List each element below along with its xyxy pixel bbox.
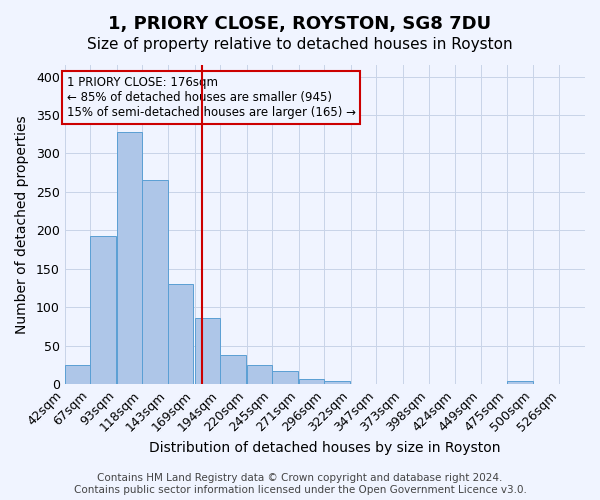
Bar: [117, 132, 142, 384]
Bar: [90, 236, 116, 384]
Y-axis label: Number of detached properties: Number of detached properties: [15, 116, 29, 334]
Bar: [194, 318, 220, 384]
Bar: [142, 180, 168, 384]
Bar: [272, 371, 298, 384]
Text: Size of property relative to detached houses in Royston: Size of property relative to detached ho…: [87, 38, 513, 52]
X-axis label: Distribution of detached houses by size in Royston: Distribution of detached houses by size …: [149, 441, 500, 455]
Bar: [220, 355, 245, 384]
Text: 1 PRIORY CLOSE: 176sqm
← 85% of detached houses are smaller (945)
15% of semi-de: 1 PRIORY CLOSE: 176sqm ← 85% of detached…: [67, 76, 356, 119]
Bar: [325, 381, 350, 384]
Bar: [65, 365, 90, 384]
Bar: [508, 381, 533, 384]
Bar: [168, 284, 193, 384]
Bar: [247, 365, 272, 384]
Bar: [299, 379, 325, 384]
Text: 1, PRIORY CLOSE, ROYSTON, SG8 7DU: 1, PRIORY CLOSE, ROYSTON, SG8 7DU: [109, 15, 491, 33]
Text: Contains HM Land Registry data © Crown copyright and database right 2024.
Contai: Contains HM Land Registry data © Crown c…: [74, 474, 526, 495]
Bar: [585, 382, 600, 384]
